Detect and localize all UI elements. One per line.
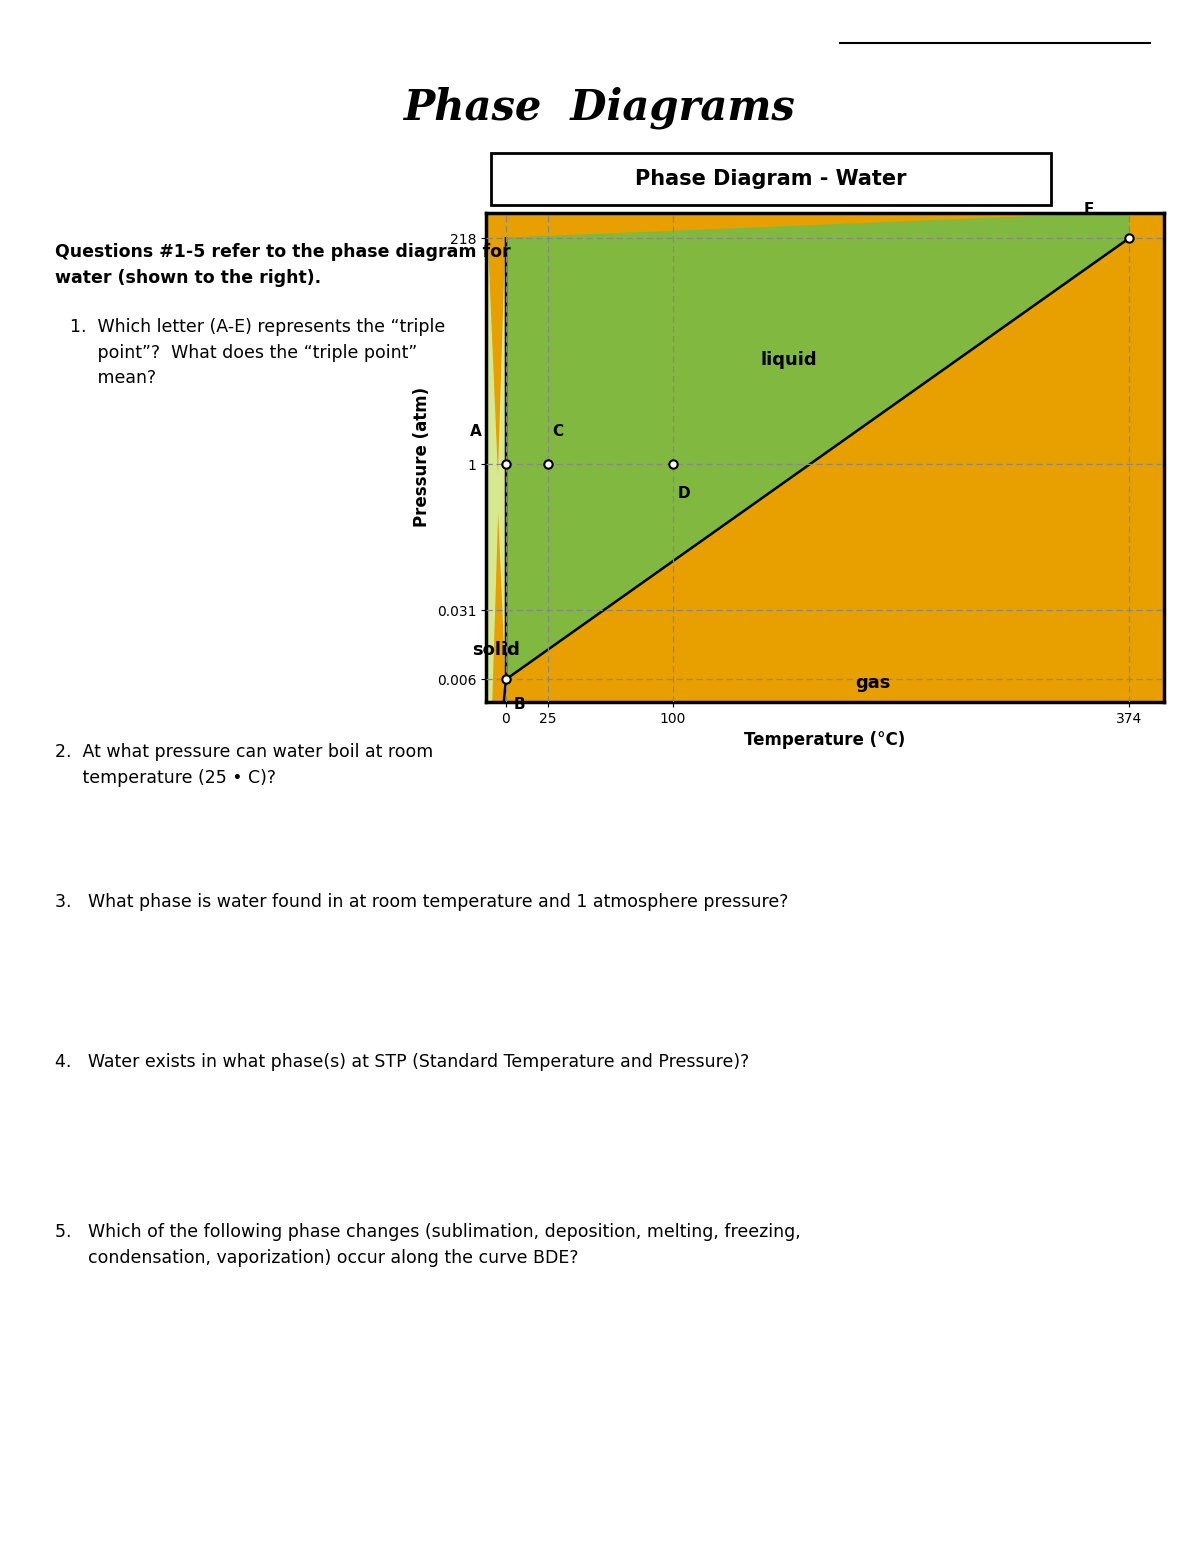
Polygon shape bbox=[506, 213, 1129, 679]
Text: E: E bbox=[1084, 202, 1094, 216]
Text: A: A bbox=[470, 424, 482, 439]
Text: D: D bbox=[678, 486, 690, 502]
Text: B: B bbox=[514, 697, 526, 711]
Bar bbox=[491, 152, 1051, 205]
Text: 3.   What phase is water found in at room temperature and 1 atmosphere pressure?: 3. What phase is water found in at room … bbox=[55, 893, 788, 912]
Text: Phase Diagram - Water: Phase Diagram - Water bbox=[635, 169, 907, 189]
Text: solid: solid bbox=[472, 641, 520, 658]
Text: C: C bbox=[552, 424, 563, 439]
Text: 5.   Which of the following phase changes (sublimation, deposition, melting, fre: 5. Which of the following phase changes … bbox=[55, 1224, 800, 1267]
Text: Questions #1-5 refer to the phase diagram for
water (shown to the right).: Questions #1-5 refer to the phase diagra… bbox=[55, 242, 511, 287]
Text: liquid: liquid bbox=[761, 351, 817, 370]
Text: Phase  Diagrams: Phase Diagrams bbox=[404, 87, 796, 129]
Y-axis label: Pressure (atm): Pressure (atm) bbox=[413, 387, 431, 528]
Text: 1.  Which letter (A-E) represents the “triple
     point”?  What does the “tripl: 1. Which letter (A-E) represents the “tr… bbox=[70, 318, 445, 387]
Polygon shape bbox=[486, 213, 506, 881]
Text: gas: gas bbox=[854, 674, 890, 693]
X-axis label: Temperature (°C): Temperature (°C) bbox=[744, 731, 906, 749]
Text: 2.  At what pressure can water boil at room
     temperature (25 • C)?: 2. At what pressure can water boil at ro… bbox=[55, 742, 433, 787]
Text: 4.   Water exists in what phase(s) at STP (Standard Temperature and Pressure)?: 4. Water exists in what phase(s) at STP … bbox=[55, 1053, 749, 1072]
